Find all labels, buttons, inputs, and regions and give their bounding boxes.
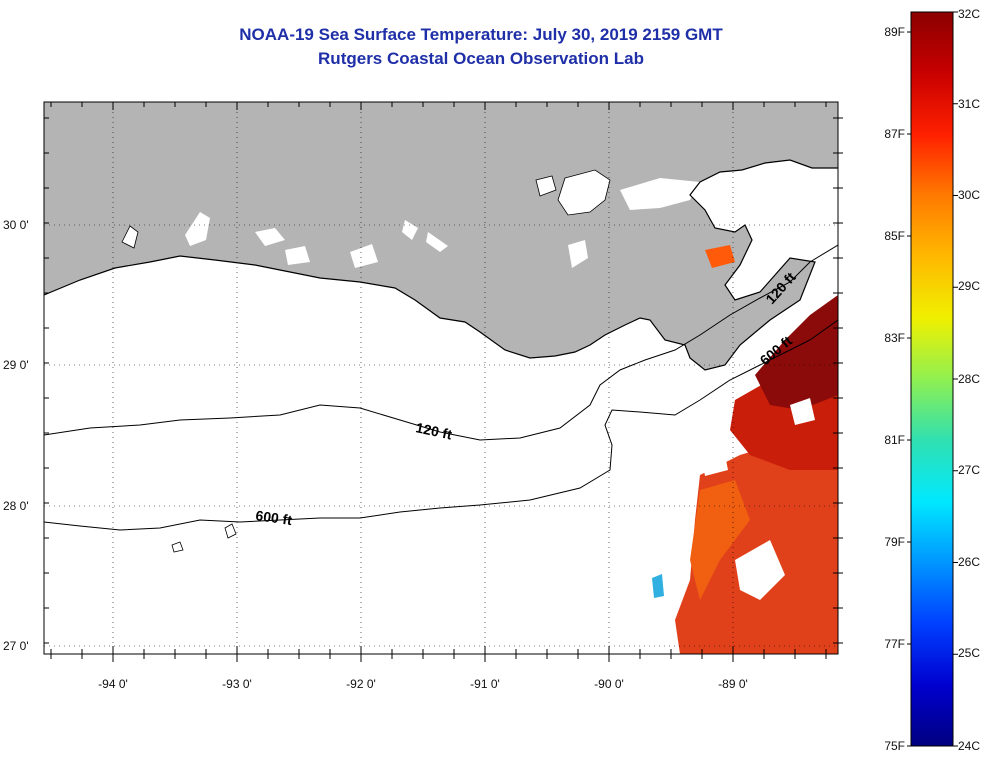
lat-label: 30 0': [3, 218, 29, 232]
fahrenheit-label: 77F: [884, 637, 905, 651]
isobath-label-120-ft: 120 ft: [414, 419, 453, 442]
lon-label: -89 0': [718, 677, 748, 691]
isobath-label-600-ft: 600 ft: [255, 507, 294, 528]
celsius-label: 27C: [958, 463, 980, 477]
celsius-label: 29C: [958, 279, 980, 293]
lon-label: -90 0': [594, 677, 624, 691]
celsius-label: 32C: [958, 7, 980, 21]
celsius-label: 31C: [958, 97, 980, 111]
lon-label: -93 0': [222, 677, 252, 691]
celsius-scale: 32C 31C 30C 29C 28C 27C 26C 25C 24C: [958, 7, 980, 753]
lon-label: -91 0': [470, 677, 500, 691]
lake-west: [121, 225, 139, 249]
lake-small: [535, 175, 557, 197]
cloud-land-7: [568, 240, 588, 268]
fahrenheit-scale: 89F 87F 85F 83F 81F 79F 77F 75F: [884, 25, 905, 753]
celsius-label: 26C: [958, 555, 980, 569]
isobath-600-ft: [44, 319, 838, 531]
cloud-ocean-3: [700, 440, 728, 476]
fahrenheit-label: 83F: [884, 331, 905, 345]
lat-label: 27 0': [3, 639, 29, 653]
sst-field-north: [755, 295, 838, 410]
lat-label: 28 0': [3, 499, 29, 513]
axis-ticks: [44, 102, 843, 662]
celsius-label: 24C: [958, 739, 980, 753]
fahrenheit-label: 85F: [884, 229, 905, 243]
celsius-label: 30C: [958, 188, 980, 202]
cloud-ocean-2: [790, 398, 815, 425]
map-title: NOAA-19 Sea Surface Temperature: July 30…: [239, 25, 723, 44]
lat-label: 29 0': [3, 358, 29, 372]
lon-label: -92 0': [346, 677, 376, 691]
celsius-label: 25C: [958, 646, 980, 660]
map-frame: [43, 101, 839, 655]
cloud-land-8: [620, 178, 700, 210]
fahrenheit-label: 81F: [884, 433, 905, 447]
graticule: [44, 102, 838, 654]
cloud-land-6: [426, 232, 448, 252]
cloud-land-5: [402, 220, 418, 240]
celsius-label: 28C: [958, 372, 980, 386]
longitude-labels: -94 0' -93 0' -92 0' -91 0' -90 0' -89 0…: [98, 677, 748, 691]
lake-pontchartrain: [557, 169, 611, 216]
cloud-land-4: [350, 244, 378, 268]
isobath-120-ft: [44, 244, 838, 441]
lon-label: -94 0': [98, 677, 128, 691]
cloud-land-2: [255, 228, 285, 246]
fahrenheit-label: 87F: [884, 127, 905, 141]
sst-field-patch: [705, 245, 735, 268]
land-mass: [44, 102, 838, 370]
color-bar: [910, 11, 954, 747]
fahrenheit-label: 75F: [884, 739, 905, 753]
isobath-islet: [224, 523, 237, 539]
color-bar-ticks: [907, 11, 958, 747]
fahrenheit-label: 79F: [884, 535, 905, 549]
cloud-land-1: [185, 212, 210, 246]
fahrenheit-label: 89F: [884, 25, 905, 39]
cloud-land-3: [285, 246, 310, 265]
coastline: [44, 159, 838, 371]
sst-cool-spot: [652, 574, 664, 598]
isobath-islet: [171, 541, 184, 553]
sst-field-southwest: [690, 480, 750, 600]
latitude-labels: 30 0' 29 0' 28 0' 27 0': [3, 218, 29, 653]
cloud-ocean-1: [735, 540, 785, 600]
map-subtitle: Rutgers Coastal Ocean Observation Lab: [318, 49, 644, 68]
